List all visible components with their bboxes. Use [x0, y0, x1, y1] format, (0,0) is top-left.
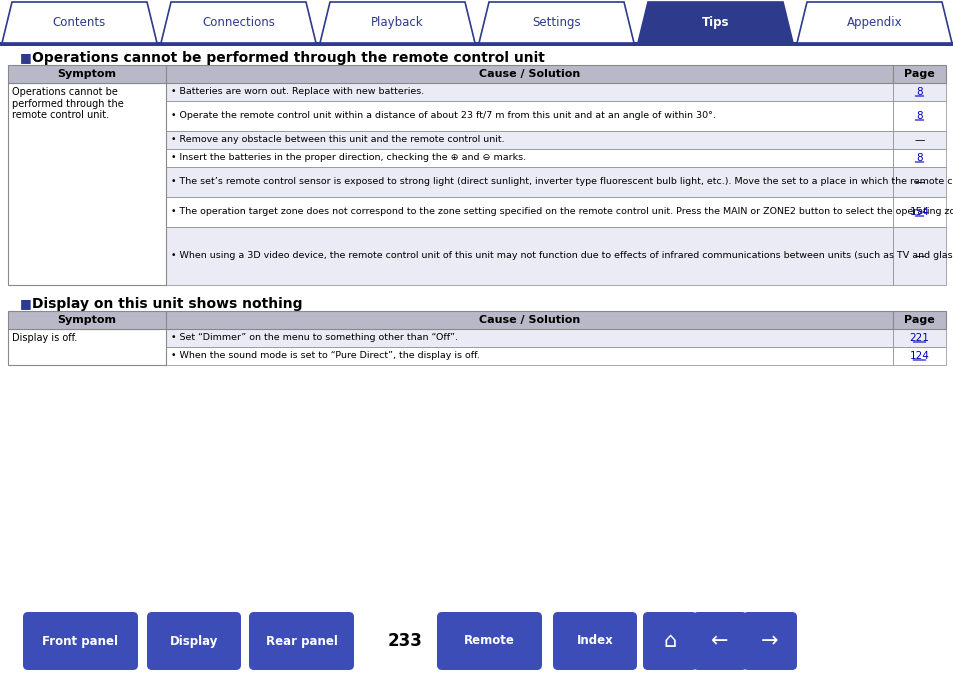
Bar	[892, 65, 945, 83]
Text: Operations cannot be performed through the remote control unit: Operations cannot be performed through t…	[32, 51, 544, 65]
Text: Display is off.: Display is off.	[12, 333, 77, 343]
Bar	[166, 311, 892, 329]
Text: Operations cannot be
performed through the
remote control unit.: Operations cannot be performed through t…	[12, 87, 124, 120]
FancyBboxPatch shape	[436, 612, 541, 670]
Text: 124: 124	[908, 351, 928, 361]
FancyBboxPatch shape	[147, 612, 241, 670]
Text: Symptom: Symptom	[57, 69, 116, 79]
Bar	[892, 311, 945, 329]
Polygon shape	[2, 2, 157, 43]
Text: 233: 233	[387, 632, 422, 650]
Text: —: —	[913, 135, 923, 145]
Bar	[166, 65, 892, 83]
Bar	[892, 83, 945, 101]
Text: Contents: Contents	[52, 16, 106, 29]
Text: • Set “Dimmer” on the menu to something other than “Off”.: • Set “Dimmer” on the menu to something …	[171, 334, 457, 343]
Bar	[166, 329, 892, 347]
Bar	[8, 311, 166, 329]
Bar	[892, 227, 945, 285]
Text: —: —	[913, 177, 923, 187]
Bar	[892, 329, 945, 347]
Bar	[8, 65, 166, 83]
Bar	[166, 197, 892, 227]
Text: • Insert the batteries in the proper direction, checking the ⊕ and ⊖ marks.: • Insert the batteries in the proper dir…	[171, 153, 525, 162]
Text: 8: 8	[915, 111, 922, 121]
Text: →: →	[760, 631, 778, 651]
Text: 221: 221	[908, 333, 928, 343]
Text: Index: Index	[576, 635, 613, 647]
Bar	[892, 101, 945, 131]
Bar	[166, 347, 892, 365]
Bar	[166, 101, 892, 131]
FancyBboxPatch shape	[642, 612, 697, 670]
Text: 154: 154	[908, 207, 928, 217]
Text: • The operation target zone does not correspond to the zone setting specified on: • The operation target zone does not cor…	[171, 207, 953, 217]
Polygon shape	[319, 2, 475, 43]
Bar	[892, 149, 945, 167]
Text: Display: Display	[170, 635, 218, 647]
Bar	[166, 83, 892, 101]
Text: ←: ←	[711, 631, 728, 651]
Text: ■: ■	[20, 297, 31, 310]
Polygon shape	[638, 2, 792, 43]
FancyBboxPatch shape	[23, 612, 138, 670]
Polygon shape	[161, 2, 315, 43]
Text: Front panel: Front panel	[43, 635, 118, 647]
Text: • Remove any obstacle between this unit and the remote control unit.: • Remove any obstacle between this unit …	[171, 135, 504, 145]
Bar	[166, 227, 892, 285]
Text: Cause / Solution: Cause / Solution	[478, 69, 579, 79]
Bar	[0, 42, 953, 46]
Text: • When the sound mode is set to “Pure Direct”, the display is off.: • When the sound mode is set to “Pure Di…	[171, 351, 479, 361]
Bar	[892, 167, 945, 197]
Text: ■: ■	[20, 51, 31, 64]
Text: Remote: Remote	[463, 635, 515, 647]
Text: • The set’s remote control sensor is exposed to strong light (direct sunlight, i: • The set’s remote control sensor is exp…	[171, 178, 953, 186]
FancyBboxPatch shape	[553, 612, 637, 670]
Bar	[892, 197, 945, 227]
FancyBboxPatch shape	[249, 612, 354, 670]
Text: Symptom: Symptom	[57, 315, 116, 325]
Text: Rear panel: Rear panel	[265, 635, 337, 647]
Text: Settings: Settings	[532, 16, 580, 29]
Bar	[166, 149, 892, 167]
Text: Page: Page	[903, 69, 934, 79]
Polygon shape	[478, 2, 634, 43]
Polygon shape	[796, 2, 951, 43]
Bar	[8, 329, 166, 365]
Bar	[166, 131, 892, 149]
Text: 8: 8	[915, 153, 922, 163]
Text: Page: Page	[903, 315, 934, 325]
FancyBboxPatch shape	[692, 612, 746, 670]
FancyBboxPatch shape	[742, 612, 796, 670]
Text: • Operate the remote control unit within a distance of about 23 ft/7 m from this: • Operate the remote control unit within…	[171, 112, 715, 120]
Text: ⌂: ⌂	[662, 631, 676, 651]
Text: Tips: Tips	[701, 16, 728, 29]
Text: • When using a 3D video device, the remote control unit of this unit may not fun: • When using a 3D video device, the remo…	[171, 252, 953, 260]
Text: 8: 8	[915, 87, 922, 97]
Text: Cause / Solution: Cause / Solution	[478, 315, 579, 325]
Text: —: —	[913, 251, 923, 261]
Text: Appendix: Appendix	[846, 16, 902, 29]
Bar	[892, 347, 945, 365]
Bar	[892, 131, 945, 149]
Text: Display on this unit shows nothing: Display on this unit shows nothing	[32, 297, 302, 311]
Bar	[8, 83, 166, 285]
Bar	[166, 167, 892, 197]
Text: Playback: Playback	[371, 16, 423, 29]
Text: • Batteries are worn out. Replace with new batteries.: • Batteries are worn out. Replace with n…	[171, 87, 424, 96]
Text: Connections: Connections	[202, 16, 274, 29]
